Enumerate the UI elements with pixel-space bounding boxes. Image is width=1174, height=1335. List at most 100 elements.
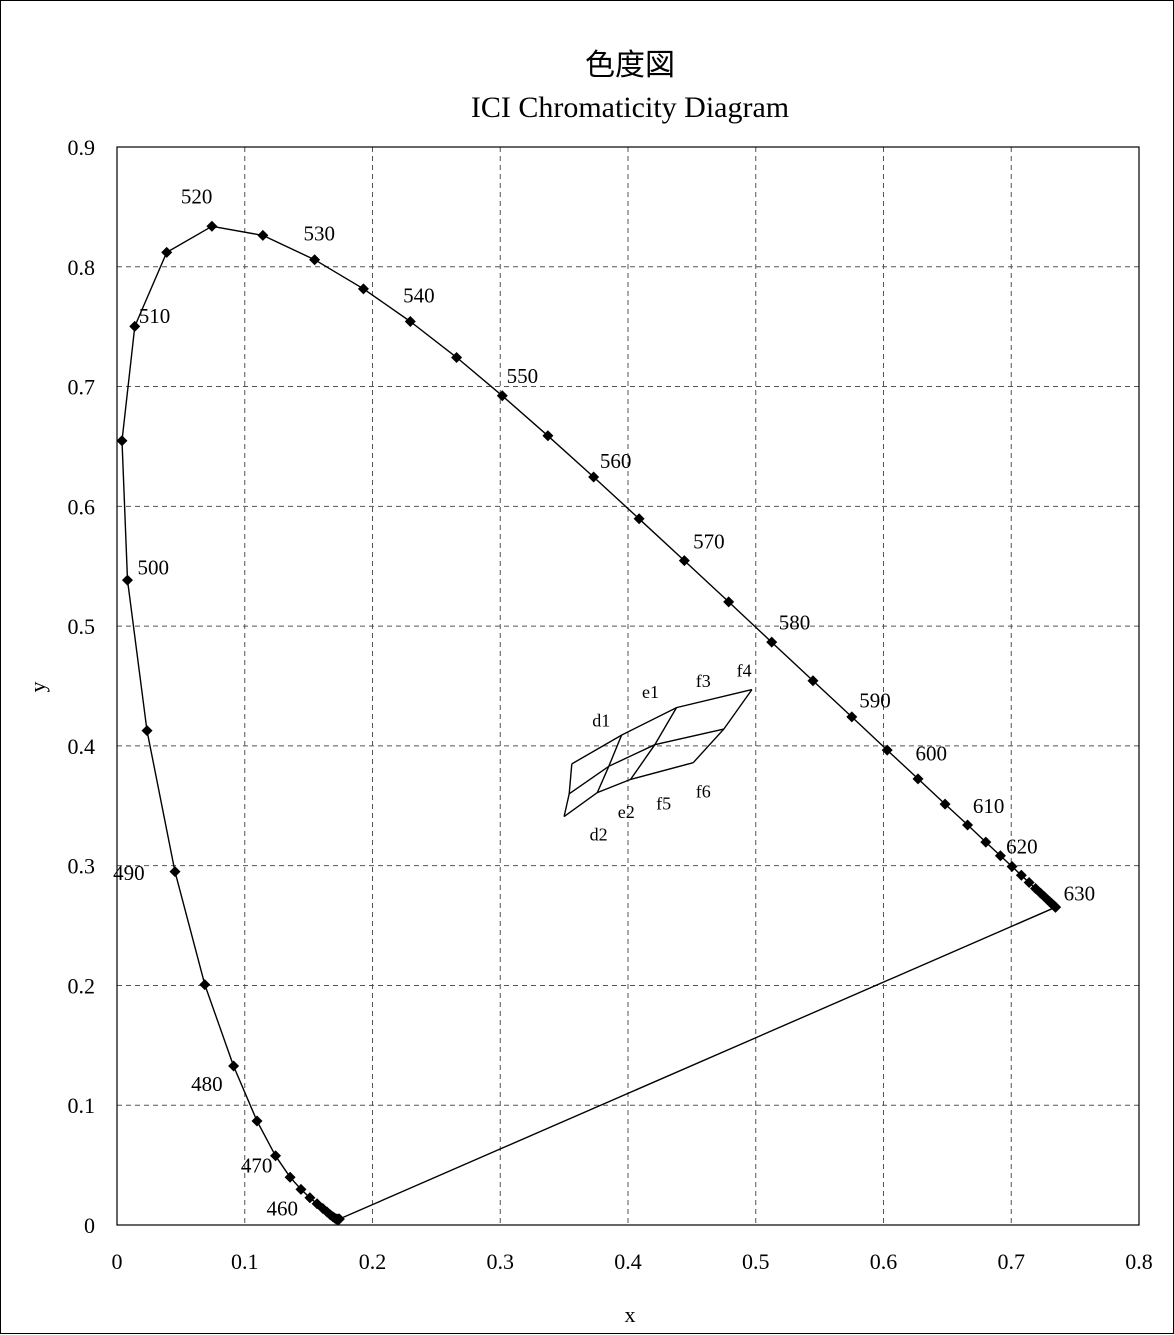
data-point-marker [766, 636, 778, 648]
wavelength-label: 550 [507, 364, 539, 388]
wavelength-label: 620 [1006, 835, 1038, 859]
wavelength-labels: 460 470 480 490 500 510 520 530 540 550 560 570 580 5… [113, 184, 1095, 1220]
wavelength-label: 630 [1064, 881, 1096, 905]
data-point-marker [542, 430, 554, 442]
data-point-marker [295, 1183, 307, 1195]
data-point-marker [451, 351, 463, 363]
data-point-marker [251, 1115, 263, 1127]
wavelength-label: 470 [241, 1153, 272, 1177]
y-tick-label: 0.3 [68, 854, 96, 879]
wavelength-label: 590 [859, 689, 891, 713]
data-point-marker [257, 229, 269, 241]
y-tick-label: 0.4 [68, 734, 96, 759]
sample-grid-column [692, 689, 753, 764]
wavelength-label: 510 [139, 304, 171, 328]
wavelength-label: 530 [304, 221, 336, 245]
plot-area [116, 146, 1140, 1226]
data-point-marker [994, 850, 1006, 862]
sample-grid-label: d1 [592, 711, 610, 731]
grid-lines [117, 147, 1139, 1225]
sample-grid-row [563, 762, 694, 818]
wavelength-label: 460 [266, 1196, 298, 1220]
wavelength-label: 540 [403, 284, 435, 308]
wavelength-label: 480 [191, 1072, 223, 1096]
y-tick-label: 0.1 [68, 1093, 96, 1118]
data-point-marker [357, 283, 369, 295]
x-tick-label: 0 [112, 1249, 123, 1274]
data-point-marker [588, 471, 600, 483]
data-point-marker [723, 596, 735, 608]
data-point-marker [284, 1171, 296, 1183]
sample-grid-label: f4 [737, 660, 752, 680]
data-markers [116, 220, 1062, 1225]
sample-grid-row [568, 728, 724, 795]
sample-grid: d1 e1 f3 f4 d2 e2 f5 f6 [563, 660, 753, 845]
sample-grid-label: e1 [642, 682, 659, 702]
x-tick-label: 0.7 [998, 1249, 1026, 1274]
wavelength-label: 570 [693, 529, 725, 553]
y-tick-label: 0.8 [68, 255, 96, 280]
x-tick-label: 0.8 [1125, 1249, 1153, 1274]
y-tick-label: 0.6 [68, 494, 96, 519]
data-point-marker [199, 979, 211, 991]
wavelength-label: 560 [600, 449, 632, 473]
x-tick-label: 0.4 [614, 1249, 642, 1274]
data-point-marker [169, 866, 181, 878]
data-point-marker [962, 819, 974, 831]
sample-grid-label: f3 [696, 671, 711, 691]
data-point-marker [980, 836, 992, 848]
wavelength-label: 610 [973, 794, 1005, 818]
data-point-marker [228, 1060, 240, 1072]
sample-grid-column [563, 763, 573, 817]
sample-grid-column [596, 734, 623, 793]
data-point-marker [270, 1150, 282, 1162]
chart-subtitle: ICI Chromaticity Diagram [471, 91, 789, 124]
y-tick-label: 0.2 [68, 973, 96, 998]
data-point-marker [1015, 869, 1027, 881]
x-tick-label: 0.1 [231, 1249, 259, 1274]
spectral-locus [121, 225, 1057, 1220]
y-tick-label: 0 [84, 1213, 95, 1238]
data-point-marker [206, 220, 218, 232]
chart-title: 色度図 [585, 49, 675, 82]
data-point-marker [678, 555, 690, 567]
data-point-marker [121, 574, 133, 586]
sample-grid-label: d2 [590, 825, 608, 845]
data-point-marker [881, 744, 893, 756]
wavelength-label: 500 [137, 556, 169, 580]
spectral-locus-line [121, 225, 1057, 1220]
x-tick-label: 0.3 [487, 1249, 515, 1274]
data-point-marker [807, 675, 819, 687]
wavelength-label: 520 [181, 184, 213, 208]
data-point-marker [496, 390, 508, 402]
data-point-marker [311, 1198, 323, 1210]
data-point-marker [939, 798, 951, 810]
data-point-marker [304, 1192, 316, 1204]
x-tick-label: 0.5 [742, 1249, 770, 1274]
y-axis-label: y [25, 682, 50, 693]
data-point-marker [161, 246, 173, 258]
wavelength-label: 580 [779, 611, 811, 635]
sample-grid-label: f6 [696, 781, 711, 801]
wavelength-label: 600 [915, 741, 947, 765]
x-tick-label: 0.6 [870, 1249, 898, 1274]
sample-grid-label: f5 [656, 793, 671, 813]
data-point-marker [141, 725, 153, 737]
data-point-marker [116, 435, 128, 447]
data-point-marker [633, 513, 645, 525]
sample-grid-row [571, 688, 753, 765]
data-point-marker [129, 320, 141, 332]
sample-grid-label: e2 [618, 802, 635, 822]
sample-grid-column [630, 707, 678, 780]
data-point-marker [1050, 901, 1062, 913]
data-point-marker [846, 711, 858, 723]
axis-ticks: 0 0.1 0.2 0.3 0.4 0.5 0.6 0.7 0.8 0 0.1 0.2 0.3 0.4 0.… [68, 135, 1153, 1274]
data-point-marker [912, 773, 924, 785]
x-axis-label: x [625, 1302, 636, 1327]
x-tick-label: 0.2 [359, 1249, 387, 1274]
data-point-marker [309, 254, 321, 266]
wavelength-label: 490 [113, 861, 145, 885]
y-tick-label: 0.9 [68, 135, 96, 160]
